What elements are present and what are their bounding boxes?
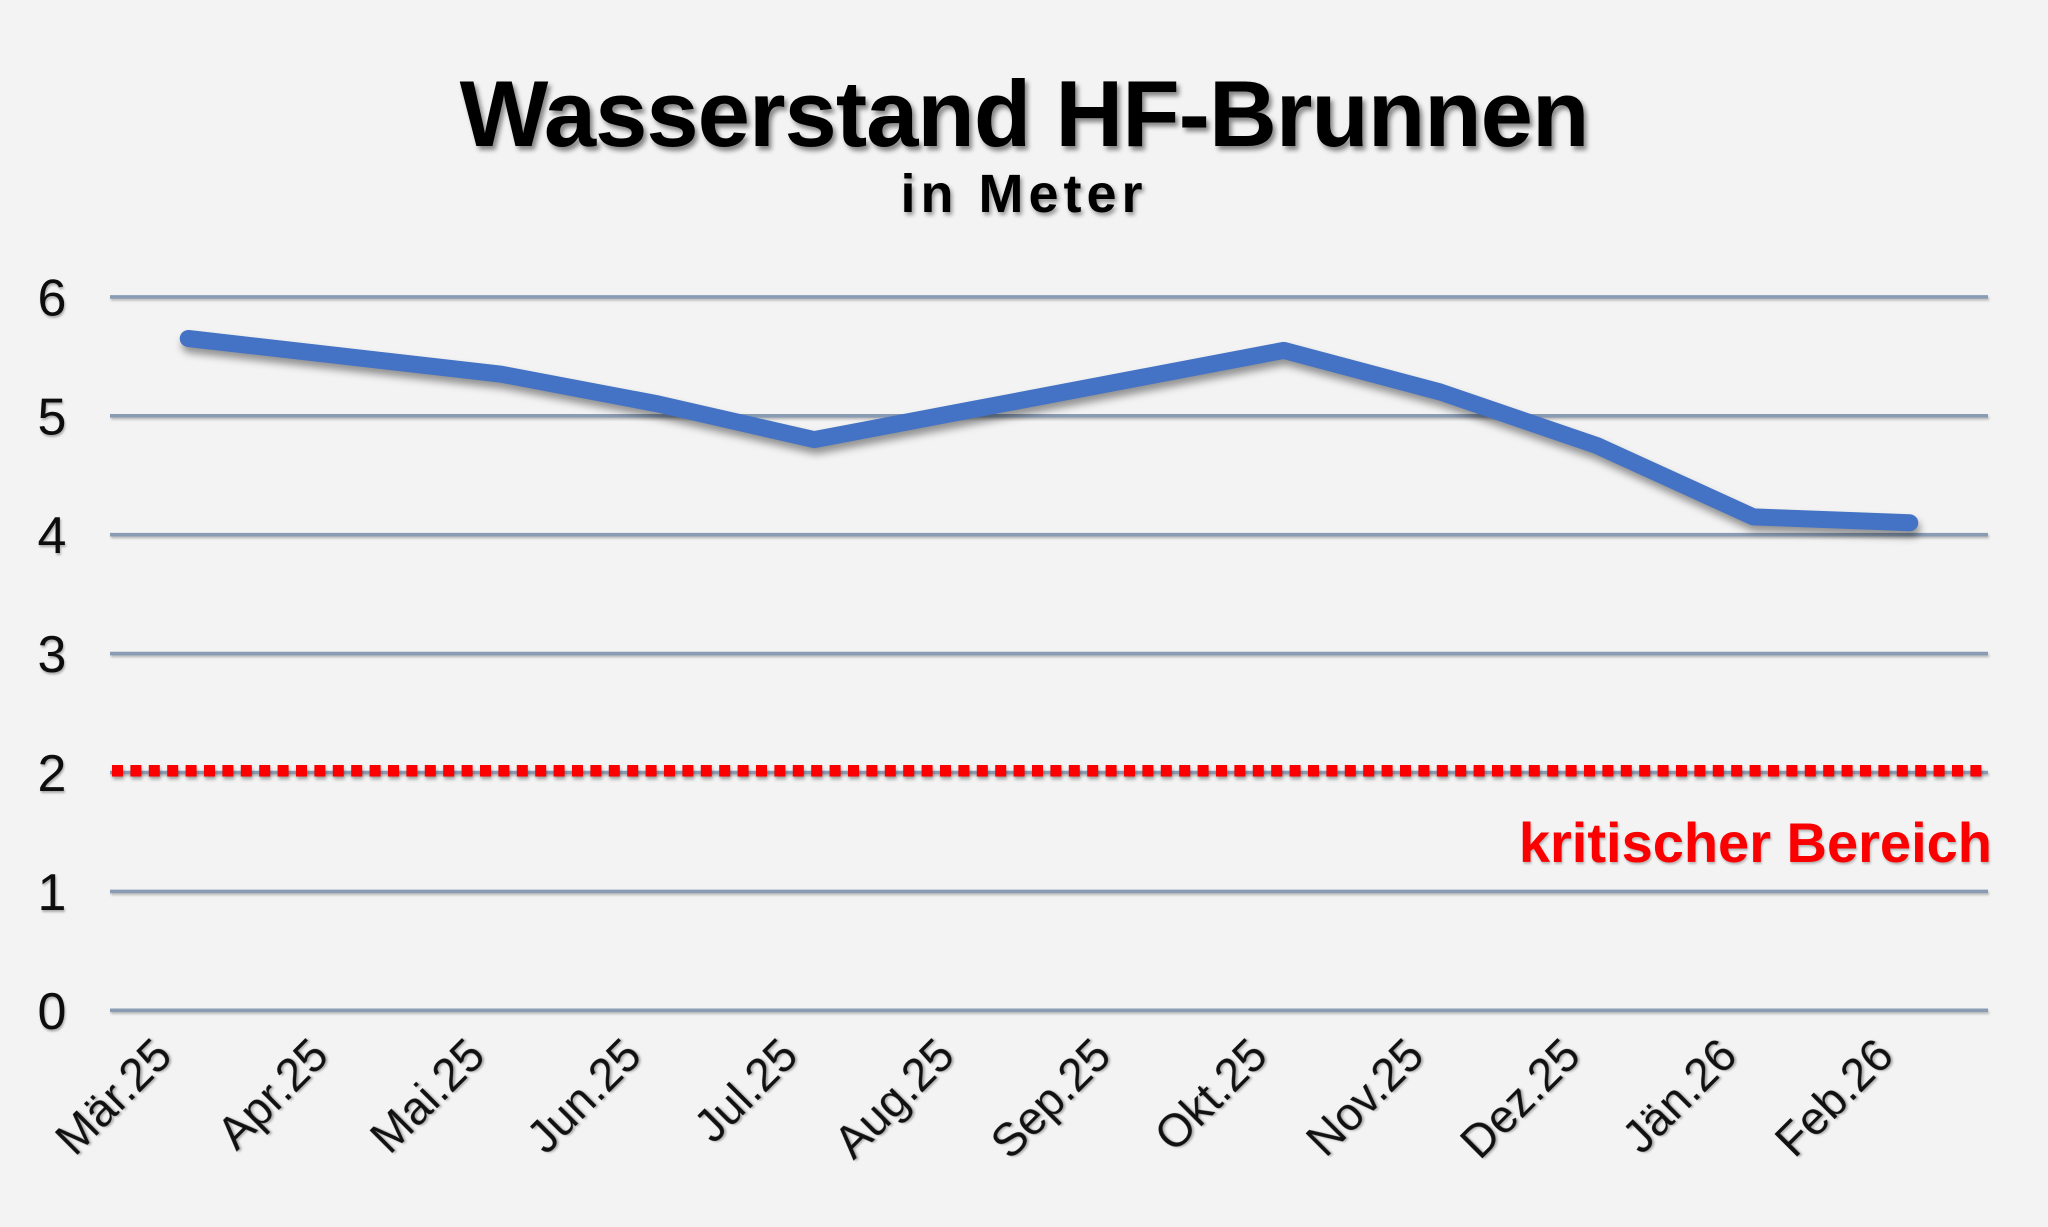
y-tick-label-3: 3	[38, 626, 67, 684]
y-tick-label-1: 1	[38, 864, 67, 922]
y-axis-tick-labels: 0 1 2 3 4 5 6	[38, 269, 67, 1040]
y-tick-label-6: 6	[38, 269, 67, 327]
y-tick-label-5: 5	[38, 388, 67, 446]
data-series-group	[179, 330, 1919, 532]
chart-title: Wasserstand HF-Brunnen	[460, 61, 1589, 166]
y-tick-label-2: 2	[38, 745, 67, 803]
critical-area-label: kritischer Bereich	[1519, 811, 1992, 874]
series-line-0	[179, 330, 1919, 532]
gridlines-group	[110, 295, 1988, 1013]
chart-subtitle: in Meter	[900, 164, 1147, 224]
y-tick-label-0: 0	[38, 983, 67, 1041]
y-tick-label-4: 4	[38, 507, 67, 565]
